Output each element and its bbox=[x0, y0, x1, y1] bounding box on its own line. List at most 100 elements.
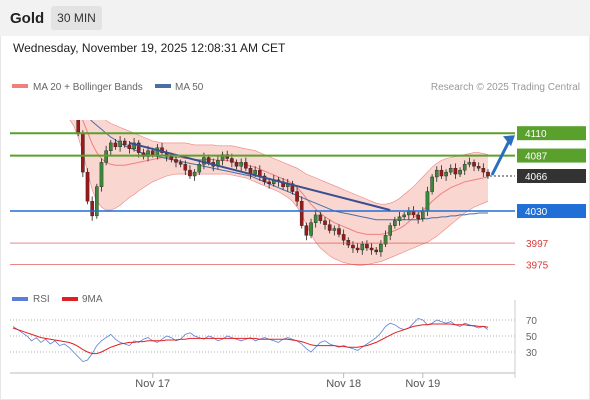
candle-body bbox=[486, 171, 490, 177]
candle-body bbox=[244, 162, 248, 169]
candle-body bbox=[313, 214, 318, 223]
candle-body bbox=[108, 142, 113, 151]
candle-body bbox=[230, 158, 234, 163]
candle-body bbox=[337, 228, 341, 235]
candle-body bbox=[439, 169, 444, 177]
rsi-ma-legend-swatch bbox=[62, 297, 78, 301]
candle-body bbox=[72, 94, 75, 113]
resistance-label: 4110 bbox=[525, 129, 547, 140]
bollinger-lower-line bbox=[69, 120, 489, 266]
rsi-ma-line bbox=[12, 323, 489, 355]
candle-body bbox=[425, 191, 430, 212]
candle-body bbox=[183, 164, 188, 171]
current-price-label-box bbox=[517, 169, 586, 183]
bollinger-upper-line bbox=[105, 120, 489, 205]
candle-body bbox=[132, 142, 136, 149]
candle-body bbox=[472, 162, 476, 167]
price-level-label: 3975 bbox=[526, 261, 549, 272]
chart-datetime: Wednesday, November 19, 2025 12:08:31 AM… bbox=[13, 41, 286, 55]
candle-body bbox=[355, 247, 360, 251]
candle-body bbox=[416, 214, 420, 220]
candle-body bbox=[327, 224, 332, 231]
ma50-legend-label: MA 50 bbox=[175, 82, 204, 93]
candle-body bbox=[76, 120, 80, 134]
candle-body bbox=[150, 150, 155, 155]
candle-body bbox=[25, 75, 28, 76]
rsi-ma-legend-label: 9MA bbox=[82, 294, 103, 305]
ma50-legend-swatch bbox=[155, 84, 171, 88]
ma20-legend-label: MA 20 + Bollinger Bands bbox=[33, 82, 143, 93]
candle-body bbox=[99, 162, 104, 187]
candle-body bbox=[197, 164, 202, 173]
candle-body bbox=[113, 142, 118, 148]
price-plot-area bbox=[11, 75, 490, 266]
resistance-label-box bbox=[517, 126, 586, 141]
symbol-label: Gold bbox=[10, 10, 45, 27]
candle-body bbox=[467, 162, 472, 165]
resistance-label: 4087 bbox=[525, 152, 548, 163]
candle-body bbox=[397, 216, 402, 221]
ma20-legend-swatch bbox=[12, 84, 28, 88]
candle-body bbox=[444, 171, 448, 177]
candle-body bbox=[369, 247, 374, 251]
support-label: 4030 bbox=[525, 207, 548, 218]
candle-body bbox=[85, 171, 90, 202]
candle-body bbox=[434, 169, 439, 178]
candle-body bbox=[383, 235, 388, 245]
candle-body bbox=[360, 243, 365, 251]
candle-body bbox=[188, 169, 192, 177]
support-label-box bbox=[517, 204, 586, 219]
candle-body bbox=[323, 220, 327, 225]
candle-body bbox=[234, 162, 239, 167]
candle-body bbox=[44, 75, 47, 77]
candle-body bbox=[299, 201, 304, 226]
candle-body bbox=[118, 140, 122, 148]
rsi-tick-label: 70 bbox=[526, 316, 538, 327]
candle-body bbox=[458, 169, 462, 175]
timeframe-badge[interactable]: 30 MIN bbox=[51, 6, 102, 30]
candle-body bbox=[393, 220, 397, 226]
copyright-text: Research © 2025 Trading Central bbox=[431, 82, 580, 93]
time-tick-label: Nov 18 bbox=[326, 378, 361, 390]
candle-body bbox=[318, 214, 323, 221]
candle-body bbox=[39, 75, 42, 77]
candle-body bbox=[30, 75, 33, 76]
candle-body bbox=[192, 171, 197, 177]
candle-body bbox=[453, 168, 458, 175]
rsi-line bbox=[12, 317, 489, 363]
candle-body bbox=[16, 75, 19, 76]
candle-body bbox=[169, 156, 174, 160]
candle-body bbox=[239, 162, 243, 167]
candle-body bbox=[476, 166, 481, 169]
candle-body bbox=[178, 162, 183, 165]
candle-body bbox=[332, 228, 337, 231]
candle-body bbox=[206, 157, 211, 163]
rsi-tick-label: 50 bbox=[526, 332, 538, 343]
candle-body bbox=[430, 176, 434, 192]
candle-body bbox=[290, 183, 295, 192]
candle-body bbox=[11, 75, 14, 76]
candle-body bbox=[351, 244, 355, 249]
candle-body bbox=[402, 214, 406, 218]
candle-body bbox=[448, 168, 453, 173]
candle-body bbox=[267, 181, 271, 184]
time-tick-label: Nov 19 bbox=[405, 378, 440, 390]
candle-body bbox=[295, 191, 299, 202]
trendline bbox=[129, 141, 391, 212]
candle-body bbox=[462, 164, 467, 171]
candle-body bbox=[90, 201, 94, 217]
candle-body bbox=[81, 132, 85, 173]
chart-header: Gold 30 MIN bbox=[0, 0, 590, 36]
candle-body bbox=[122, 140, 127, 146]
candle-body bbox=[379, 243, 383, 253]
candle-body bbox=[309, 222, 313, 236]
time-tick-label: Nov 17 bbox=[135, 378, 170, 390]
forecast-arrow-shaft bbox=[490, 138, 512, 176]
current-price-label: 4066 bbox=[525, 172, 548, 183]
candle-body bbox=[304, 225, 309, 236]
candle-body bbox=[127, 144, 132, 149]
candle-body bbox=[481, 168, 486, 173]
candle-body bbox=[341, 234, 346, 241]
rsi-tick-label: 30 bbox=[526, 348, 538, 359]
